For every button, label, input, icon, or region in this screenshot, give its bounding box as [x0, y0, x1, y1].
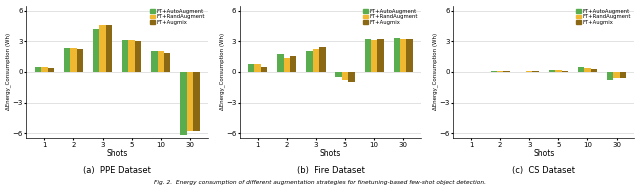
Bar	[591, 69, 597, 72]
Text: (a)  PPE Dataset: (a) PPE Dataset	[83, 166, 151, 175]
Bar	[290, 56, 296, 72]
Bar	[180, 72, 187, 135]
Bar	[41, 67, 47, 72]
Bar	[319, 47, 326, 72]
Bar	[164, 52, 170, 72]
Bar	[157, 51, 164, 72]
Bar	[151, 52, 157, 72]
Bar	[248, 64, 255, 72]
Bar	[129, 40, 135, 72]
Bar	[135, 41, 141, 72]
Bar	[255, 64, 261, 72]
X-axis label: Shots: Shots	[533, 149, 554, 158]
Bar	[503, 71, 509, 72]
Bar	[335, 72, 342, 77]
Bar	[342, 72, 348, 80]
Bar	[532, 71, 539, 72]
Text: (b)  Fire Dataset: (b) Fire Dataset	[296, 166, 364, 175]
Bar	[261, 67, 268, 72]
Bar	[122, 40, 129, 72]
Bar	[348, 72, 355, 82]
Bar	[607, 72, 613, 80]
Text: Fig. 2.  Energy consumption of different augmentation strategies for finetuning-: Fig. 2. Energy consumption of different …	[154, 180, 486, 185]
Bar	[47, 68, 54, 72]
Bar	[77, 49, 83, 72]
Y-axis label: ΔEnergy_Consumption (Wh): ΔEnergy_Consumption (Wh)	[219, 33, 225, 110]
Bar	[406, 39, 413, 72]
X-axis label: Shots: Shots	[106, 149, 128, 158]
Bar	[620, 72, 626, 78]
Legend: FT+AutoAugment, FT+RandAugment, FT+Augmix: FT+AutoAugment, FT+RandAugment, FT+Augmi…	[363, 8, 419, 25]
Bar	[490, 71, 497, 72]
Bar	[35, 67, 41, 72]
Bar	[307, 52, 313, 72]
Bar	[284, 58, 290, 72]
Y-axis label: ΔEnergy_Consumption (Wh): ΔEnergy_Consumption (Wh)	[432, 33, 438, 110]
Bar	[400, 39, 406, 72]
Bar	[561, 71, 568, 72]
Bar	[277, 54, 284, 72]
Bar	[99, 25, 106, 72]
Bar	[365, 39, 371, 72]
Bar	[548, 70, 555, 72]
Bar	[371, 40, 378, 72]
Text: (c)  CS Dataset: (c) CS Dataset	[512, 166, 575, 175]
Bar	[106, 25, 112, 72]
Legend: FT+AutoAugment, FT+RandAugment, FT+Augmix: FT+AutoAugment, FT+RandAugment, FT+Augmi…	[576, 8, 632, 25]
Y-axis label: ΔEnergy_Consumption (Wh): ΔEnergy_Consumption (Wh)	[6, 33, 12, 110]
Bar	[497, 71, 503, 72]
Bar	[613, 72, 620, 78]
Bar	[394, 38, 400, 72]
Bar	[584, 68, 591, 72]
Bar	[313, 49, 319, 72]
Bar	[378, 39, 384, 72]
Bar	[193, 72, 200, 131]
Bar	[70, 48, 77, 72]
Bar	[93, 29, 99, 72]
Bar	[64, 48, 70, 72]
Bar	[555, 70, 561, 72]
Bar	[578, 67, 584, 72]
Bar	[526, 71, 532, 72]
X-axis label: Shots: Shots	[320, 149, 341, 158]
Bar	[187, 72, 193, 131]
Legend: FT+AutoAugment, FT+RandAugment, FT+Augmix: FT+AutoAugment, FT+RandAugment, FT+Augmi…	[149, 8, 205, 25]
